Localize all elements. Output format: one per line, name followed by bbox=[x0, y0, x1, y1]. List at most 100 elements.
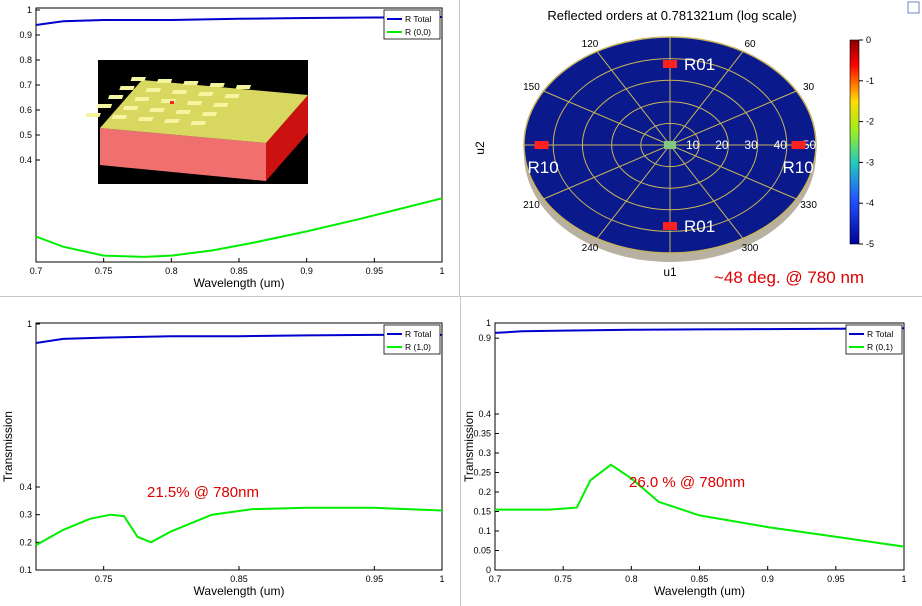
grating-bar bbox=[122, 106, 139, 110]
y-tick-label: 0.3 bbox=[19, 510, 32, 520]
polar-radius-label: 20 bbox=[715, 138, 729, 152]
polar-angle-label: 300 bbox=[742, 243, 759, 254]
grating-illustration bbox=[85, 60, 308, 184]
diffraction-order-label: R01 bbox=[684, 55, 715, 74]
x-tick-label: 1 bbox=[439, 574, 444, 584]
x-tick-label: 0.75 bbox=[95, 266, 113, 276]
polar-title: Reflected orders at 0.781321um (log scal… bbox=[547, 8, 796, 23]
y-axis-label: Transmission bbox=[1, 411, 15, 482]
series-line-r-order bbox=[495, 463, 905, 548]
polar-xlabel: u1 bbox=[663, 265, 677, 279]
y-tick-label: 0.4 bbox=[478, 409, 491, 419]
grating-bar bbox=[134, 97, 150, 101]
y-tick-label: 0.9 bbox=[478, 333, 491, 343]
y-tick-label: 0.4 bbox=[19, 482, 32, 492]
y-tick-label: 0.5 bbox=[19, 130, 32, 140]
x-axis-label: Wavelength (um) bbox=[194, 276, 285, 290]
grating-bar bbox=[145, 88, 161, 92]
grating-bar bbox=[149, 108, 165, 112]
polar-ylabel: u2 bbox=[473, 141, 487, 155]
y-tick-label: 0.2 bbox=[19, 537, 32, 547]
x-tick-label: 0.7 bbox=[489, 574, 502, 584]
colorbar-tick-label: -4 bbox=[866, 198, 874, 208]
y-tick-label: 0.8 bbox=[19, 55, 32, 65]
colorbar-tick-label: 0 bbox=[866, 35, 871, 45]
x-tick-label: 0.95 bbox=[366, 266, 384, 276]
grating-bar bbox=[224, 94, 240, 98]
y-tick-label: 0.4 bbox=[19, 155, 32, 165]
polar-angle-label: 60 bbox=[744, 39, 756, 50]
y-tick-label: 1 bbox=[27, 5, 32, 15]
diffraction-order-spot bbox=[791, 141, 806, 149]
grating-bar bbox=[198, 92, 214, 96]
y-tick-label: 0.3 bbox=[478, 448, 491, 458]
legend-label: R (1,0) bbox=[405, 342, 431, 352]
grating-bar bbox=[107, 95, 124, 99]
series-line-r-total bbox=[35, 333, 442, 344]
grating-bar bbox=[171, 90, 188, 94]
diffraction-order-spot bbox=[663, 60, 677, 68]
series-line-r-order bbox=[35, 506, 443, 546]
reflected-orders-polar-chart: Reflected orders at 0.781321um (log scal… bbox=[473, 1, 920, 287]
grating-bar bbox=[190, 121, 206, 125]
substrate-front-face bbox=[100, 128, 266, 181]
legend-label: R (0,1) bbox=[867, 342, 893, 352]
y-tick-label: 0.6 bbox=[19, 105, 32, 115]
polar-angle-label: 330 bbox=[800, 200, 817, 211]
grating-bar bbox=[156, 79, 173, 83]
grating-bar bbox=[130, 77, 146, 81]
chart-annotation: 21.5% @ 780nm bbox=[147, 484, 259, 501]
x-tick-label: 0.85 bbox=[230, 266, 248, 276]
x-tick-label: 0.85 bbox=[691, 574, 709, 584]
window-control-icon[interactable] bbox=[907, 1, 920, 14]
x-tick-label: 0.9 bbox=[761, 574, 774, 584]
diffraction-order-spot bbox=[663, 222, 677, 230]
grating-bars bbox=[85, 77, 252, 125]
grating-bar bbox=[175, 110, 191, 114]
legend-box bbox=[383, 324, 441, 355]
transmission-chart-bottom-left: 0.75 0.85 0.95 1 0.1 0.2 0.3 0.4 1 Wavelength (um… bbox=[1, 319, 445, 598]
x-tick-label: 1 bbox=[901, 574, 906, 584]
series-line-r-total bbox=[35, 16, 443, 26]
x-tick-label: 0.95 bbox=[366, 574, 384, 584]
colorbar-tick-label: -1 bbox=[866, 76, 874, 86]
legend-box bbox=[383, 9, 441, 40]
grating-bar bbox=[164, 119, 180, 123]
polar-radius-label: 10 bbox=[686, 138, 700, 152]
diffraction-order-spot bbox=[534, 141, 549, 149]
legend-label: R (0,0) bbox=[405, 27, 431, 37]
y-tick-label: 0.1 bbox=[19, 565, 32, 575]
colorbar-tick-label: -3 bbox=[866, 157, 874, 167]
x-tick-label: 0.8 bbox=[165, 266, 178, 276]
chart-annotation: 26.0 % @ 780nm bbox=[629, 474, 745, 491]
polar-angle-label: 120 bbox=[582, 39, 599, 50]
x-tick-label: 0.9 bbox=[300, 266, 313, 276]
plot-area bbox=[35, 322, 443, 571]
y-tick-label: 0.25 bbox=[473, 468, 491, 478]
y-tick-label: 0.2 bbox=[478, 487, 491, 497]
colorbar-tick-label: -2 bbox=[866, 117, 874, 127]
grating-bar bbox=[209, 83, 225, 87]
series-line-r-total bbox=[494, 327, 905, 334]
vertical-divider-bottom bbox=[460, 297, 461, 606]
x-tick-label: 1 bbox=[439, 266, 444, 276]
reflection-chart-top-left: 0.7 0.75 0.8 0.85 0.9 0.95 1 0.4 0.5 0.6 0.7 0.8 0.9… bbox=[19, 5, 444, 290]
transmission-chart-bottom-right: 0.7 0.75 0.8 0.85 0.9 0.95 1 0 0.05 0.1 0.15 0.2 0.2… bbox=[462, 318, 907, 598]
y-tick-label: 0.15 bbox=[473, 507, 491, 517]
grating-bar bbox=[96, 104, 113, 108]
grating-bar bbox=[235, 85, 252, 89]
grating-bar bbox=[137, 117, 154, 121]
vertical-divider-top bbox=[459, 0, 460, 296]
legend-label: R Total bbox=[405, 329, 431, 339]
substrate-top-face bbox=[100, 80, 308, 143]
colorbar-tick-label: -5 bbox=[866, 239, 874, 249]
x-axis-label: Wavelength (um) bbox=[194, 584, 285, 598]
x-tick-label: 0.95 bbox=[827, 574, 845, 584]
diffraction-order-label: R01 bbox=[684, 217, 715, 236]
y-axis-label: Transmission bbox=[462, 411, 476, 482]
legend-label: R Total bbox=[867, 329, 893, 339]
colorbar-scale bbox=[849, 39, 860, 245]
x-tick-label: 0.8 bbox=[625, 574, 638, 584]
legend-label: R Total bbox=[405, 14, 431, 24]
y-tick-label: 0.9 bbox=[19, 30, 32, 40]
